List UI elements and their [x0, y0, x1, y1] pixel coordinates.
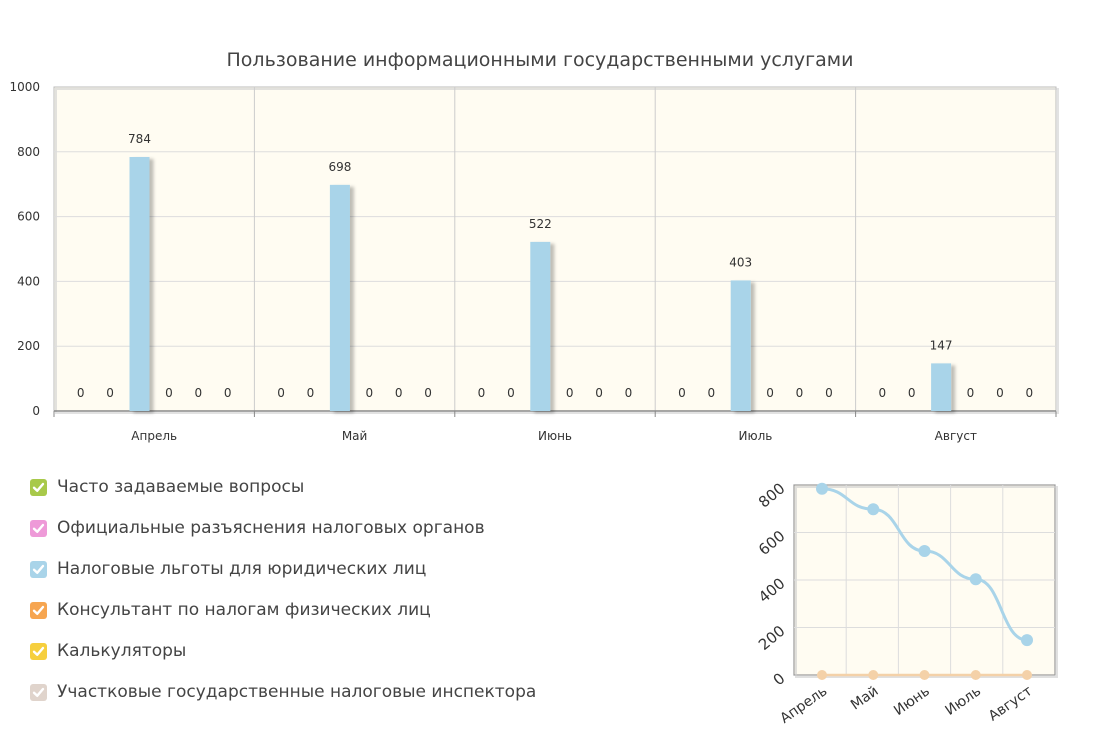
mini-y-tick-label: 800	[755, 479, 789, 511]
data-label: 698	[328, 160, 351, 174]
data-label: 0	[277, 386, 285, 400]
mini-data-point	[1022, 670, 1032, 680]
main-bar-chart: Пользование информационными государствен…	[9, 49, 1059, 443]
mini-y-tick-label: 400	[755, 574, 789, 606]
chart-title: Пользование информационными государствен…	[227, 49, 854, 71]
y-tick-label: 1000	[9, 80, 40, 94]
data-label: 0	[595, 386, 603, 400]
mini-x-tick-label: Июнь	[891, 683, 933, 719]
mini-data-point	[969, 573, 982, 586]
x-tick-label: Июнь	[538, 429, 572, 443]
bar	[730, 280, 751, 411]
legend-item[interactable]: Часто задаваемые вопросы	[30, 477, 536, 497]
data-label: 0	[878, 386, 886, 400]
legend-item[interactable]: Налоговые льготы для юридических лиц	[30, 559, 536, 579]
bar	[530, 241, 551, 411]
legend-label: Официальные разъяснения налоговых органо…	[57, 518, 485, 538]
legend-label: Часто задаваемые вопросы	[57, 477, 305, 497]
legend-label: Налоговые льготы для юридических лиц	[57, 559, 427, 579]
legend-item[interactable]: Участковые государственные налоговые инс…	[30, 682, 536, 702]
data-label: 0	[307, 386, 315, 400]
bar	[931, 363, 952, 411]
y-tick-label: 600	[17, 210, 40, 224]
x-tick-label: Апрель	[131, 429, 177, 443]
data-label: 0	[165, 386, 173, 400]
checkbox-checked-icon[interactable]	[30, 519, 47, 537]
data-label: 0	[507, 386, 515, 400]
mini-y-tick-label: 600	[755, 527, 789, 559]
mini-data-point	[816, 482, 828, 495]
mini-x-tick-label: Апрель	[777, 683, 830, 727]
x-tick-label: Май	[342, 429, 368, 443]
data-label: 522	[529, 217, 552, 231]
data-label: 0	[996, 386, 1004, 400]
legend-item[interactable]: Официальные разъяснения налоговых органо…	[30, 518, 536, 538]
legend: Часто задаваемые вопросы Официальные разъ…	[30, 477, 536, 723]
mini-line-chart: 0 200 400 600 800 Апрель Май Июнь Июль Август	[755, 479, 1058, 727]
data-label: 0	[194, 386, 202, 400]
data-label: 0	[707, 386, 715, 400]
x-tick-label: Июль	[738, 429, 772, 443]
legend-label: Участковые государственные налоговые инс…	[57, 682, 537, 702]
plot-area	[53, 86, 1057, 412]
mini-data-point	[1021, 634, 1033, 647]
x-tick-label: Август	[935, 429, 977, 443]
mini-y-tick-label: 200	[755, 622, 789, 654]
y-tick-label: 200	[17, 339, 40, 353]
checkbox-checked-icon[interactable]	[30, 683, 47, 701]
data-label: 403	[729, 255, 752, 269]
data-label: 0	[1025, 386, 1033, 400]
mini-x-tick-label: Июль	[943, 683, 985, 719]
plot-shadow	[55, 88, 1059, 414]
data-label: 0	[908, 386, 916, 400]
data-label: 0	[967, 386, 975, 400]
y-tick-label: 800	[17, 145, 40, 159]
legend-label: Консультант по налогам физических лиц	[57, 600, 431, 620]
bar	[329, 184, 350, 411]
mini-data-point	[918, 545, 931, 558]
legend-label: Калькуляторы	[57, 641, 187, 661]
checkbox-checked-icon[interactable]	[30, 478, 47, 496]
data-label: 0	[825, 386, 833, 400]
y-tick-label: 0	[32, 404, 40, 418]
data-label: 0	[224, 386, 232, 400]
data-label: 0	[478, 386, 486, 400]
data-label: 0	[766, 386, 774, 400]
mini-data-point	[970, 670, 981, 680]
data-label: 0	[566, 386, 574, 400]
bar	[129, 156, 150, 411]
legend-item[interactable]: Консультант по налогам физических лиц	[30, 600, 536, 620]
mini-data-point	[919, 670, 930, 680]
mini-x-tick-label: Май	[848, 683, 882, 713]
mini-data-point	[868, 670, 879, 680]
mini-x-tick-label: Август	[986, 683, 1036, 724]
checkbox-checked-icon[interactable]	[30, 642, 47, 660]
data-label: 0	[424, 386, 432, 400]
data-label: 0	[106, 386, 114, 400]
data-label: 0	[395, 386, 403, 400]
checkbox-checked-icon[interactable]	[30, 601, 47, 619]
data-label: 0	[796, 386, 804, 400]
mini-data-point	[817, 670, 827, 680]
mini-y-tick-label: 0	[770, 669, 789, 689]
y-tick-label: 400	[17, 274, 40, 288]
data-label: 0	[365, 386, 373, 400]
data-label: 784	[128, 132, 151, 146]
mini-data-point	[867, 503, 880, 516]
legend-item[interactable]: Калькуляторы	[30, 641, 536, 661]
checkbox-checked-icon[interactable]	[30, 560, 47, 578]
data-label: 0	[625, 386, 633, 400]
data-label: 0	[678, 386, 686, 400]
data-label: 147	[930, 338, 953, 352]
data-label: 0	[77, 386, 85, 400]
